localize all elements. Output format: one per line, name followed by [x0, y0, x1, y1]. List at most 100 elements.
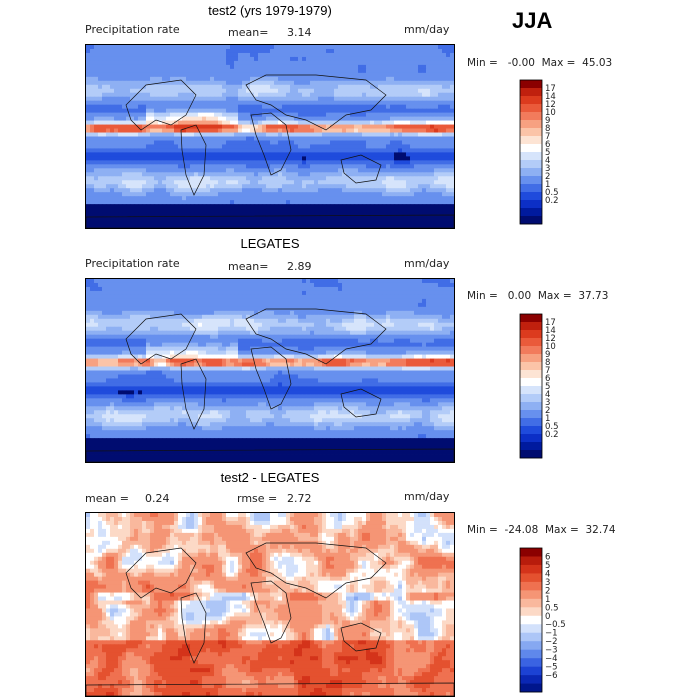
colorbar-tick-label: 7	[545, 132, 550, 142]
colorbar-tick-label: 1	[545, 180, 550, 190]
panel-3-map	[85, 512, 455, 697]
colorbar-segment	[520, 556, 542, 566]
colorbar-tick-label: 1	[545, 414, 550, 424]
colorbar-segment	[520, 88, 542, 97]
panel-1-title: test2 (yrs 1979-1979)	[208, 3, 332, 18]
panel-2-map-svg	[86, 279, 454, 462]
colorbar-tick-label: 6	[545, 140, 550, 150]
colorbar-segment	[520, 152, 542, 161]
colorbar-segment	[520, 112, 542, 121]
colorbar-segment	[520, 632, 542, 642]
map-raster	[86, 513, 454, 696]
season-label: JJA	[512, 8, 553, 33]
colorbar-tick-label: −6	[545, 671, 558, 681]
colorbar-segment	[520, 590, 542, 600]
colorbar-segment	[520, 208, 542, 217]
colorbar-tick-label: 17	[545, 318, 556, 328]
colorbar-tick-label: 8	[545, 124, 550, 134]
colorbar-segment	[520, 624, 542, 634]
panel-2-title: LEGATES	[240, 236, 300, 251]
colorbar-tick-label: −5	[545, 663, 558, 673]
colorbar-segment	[520, 80, 542, 89]
panel-2-field: Precipitation rate	[85, 257, 180, 270]
colorbar-segment	[520, 386, 542, 395]
colorbar-tick-label: 4	[545, 156, 550, 166]
colorbar-tick-label: 5	[545, 148, 550, 158]
colorbar-tick-label: 8	[545, 358, 550, 368]
colorbar-segment	[520, 362, 542, 371]
colorbar-segment	[520, 184, 542, 193]
coastline-outlines	[86, 308, 454, 462]
colorbar-tick-label: −0.5	[545, 620, 565, 630]
panel-1-units: mm/day	[404, 23, 450, 36]
colorbar-segment	[520, 649, 542, 659]
panel-3-title: test2 - LEGATES	[220, 470, 320, 485]
panel-2-map	[85, 278, 455, 463]
panel-3-units: mm/day	[404, 490, 450, 503]
colorbar-tick-label: 0.2	[545, 196, 559, 206]
colorbar-segment	[520, 378, 542, 387]
colorbar-segment	[520, 426, 542, 435]
colorbar-segment	[520, 168, 542, 177]
colorbar-segment	[520, 675, 542, 684]
panel-1-mean-value: 3.14	[287, 26, 312, 39]
colorbar-tick-label: 10	[545, 108, 556, 118]
colorbar-segment	[520, 666, 542, 676]
map-raster	[86, 45, 454, 228]
colorbar-tick-label: −2	[545, 637, 558, 647]
colorbar-tick-label: 0.2	[545, 430, 559, 440]
colorbar-segment	[520, 160, 542, 169]
colorbar-tick-label: −1	[545, 629, 558, 639]
colorbar-frame	[519, 313, 543, 459]
colorbar-segment	[520, 450, 542, 459]
colorbar-tick-label: 3	[545, 164, 550, 174]
colorbar-tick-label: 0.5	[545, 603, 559, 613]
colorbar-segment	[520, 683, 542, 693]
colorbar-segment	[520, 96, 542, 105]
colorbar-tick-label: 14	[545, 326, 556, 336]
colorbar-segment	[520, 598, 542, 608]
colorbar-segment	[520, 581, 542, 591]
colorbar-segment	[520, 573, 542, 583]
colorbar-tick-label: 2	[545, 586, 550, 596]
panel-3-mean-label: mean =	[85, 492, 129, 505]
colorbar-segment	[520, 548, 542, 557]
colorbar-tick-label: 3	[545, 578, 550, 588]
panel-1-map-svg	[86, 45, 454, 228]
coastline-outlines	[86, 542, 454, 696]
colorbar-frame	[519, 79, 543, 225]
colorbar-segment	[520, 104, 542, 113]
coastline-outlines	[86, 74, 454, 228]
colorbar-segment	[520, 641, 542, 650]
colorbar-segment	[520, 338, 542, 347]
colorbar-tick-label: 0.5	[545, 422, 559, 432]
colorbar-segment	[520, 200, 542, 209]
colorbar-segment	[520, 434, 542, 443]
colorbar-segment	[520, 216, 542, 225]
panel-3-rmse-value: 2.72	[287, 492, 312, 505]
colorbar-tick-label: 6	[545, 552, 550, 562]
colorbar-segment	[520, 402, 542, 411]
colorbar-tick-label: 7	[545, 366, 550, 376]
colorbar-segment	[520, 564, 542, 574]
panel-2-minmax: Min = 0.00 Max = 37.73	[467, 290, 609, 302]
colorbar-segment	[520, 658, 542, 667]
colorbar-tick-label: 0	[545, 612, 550, 622]
panel-3-mean-value: 0.24	[145, 492, 170, 505]
colorbar-segment	[520, 354, 542, 363]
colorbar-frame	[519, 547, 543, 693]
colorbar-tick-label: 4	[545, 390, 550, 400]
colorbar-segment	[520, 330, 542, 339]
colorbar-tick-label: −4	[545, 654, 558, 664]
colorbar-tick-label: 6	[545, 374, 550, 384]
panel-2-mean-label: mean=	[228, 260, 269, 273]
colorbar-tick-label: 5	[545, 561, 550, 571]
colorbar-segment	[520, 120, 542, 129]
colorbar-segment	[520, 370, 542, 379]
colorbar-tick-label: 12	[545, 100, 556, 110]
panel-2-units: mm/day	[404, 257, 450, 270]
colorbar-tick-label: 1	[545, 595, 550, 605]
